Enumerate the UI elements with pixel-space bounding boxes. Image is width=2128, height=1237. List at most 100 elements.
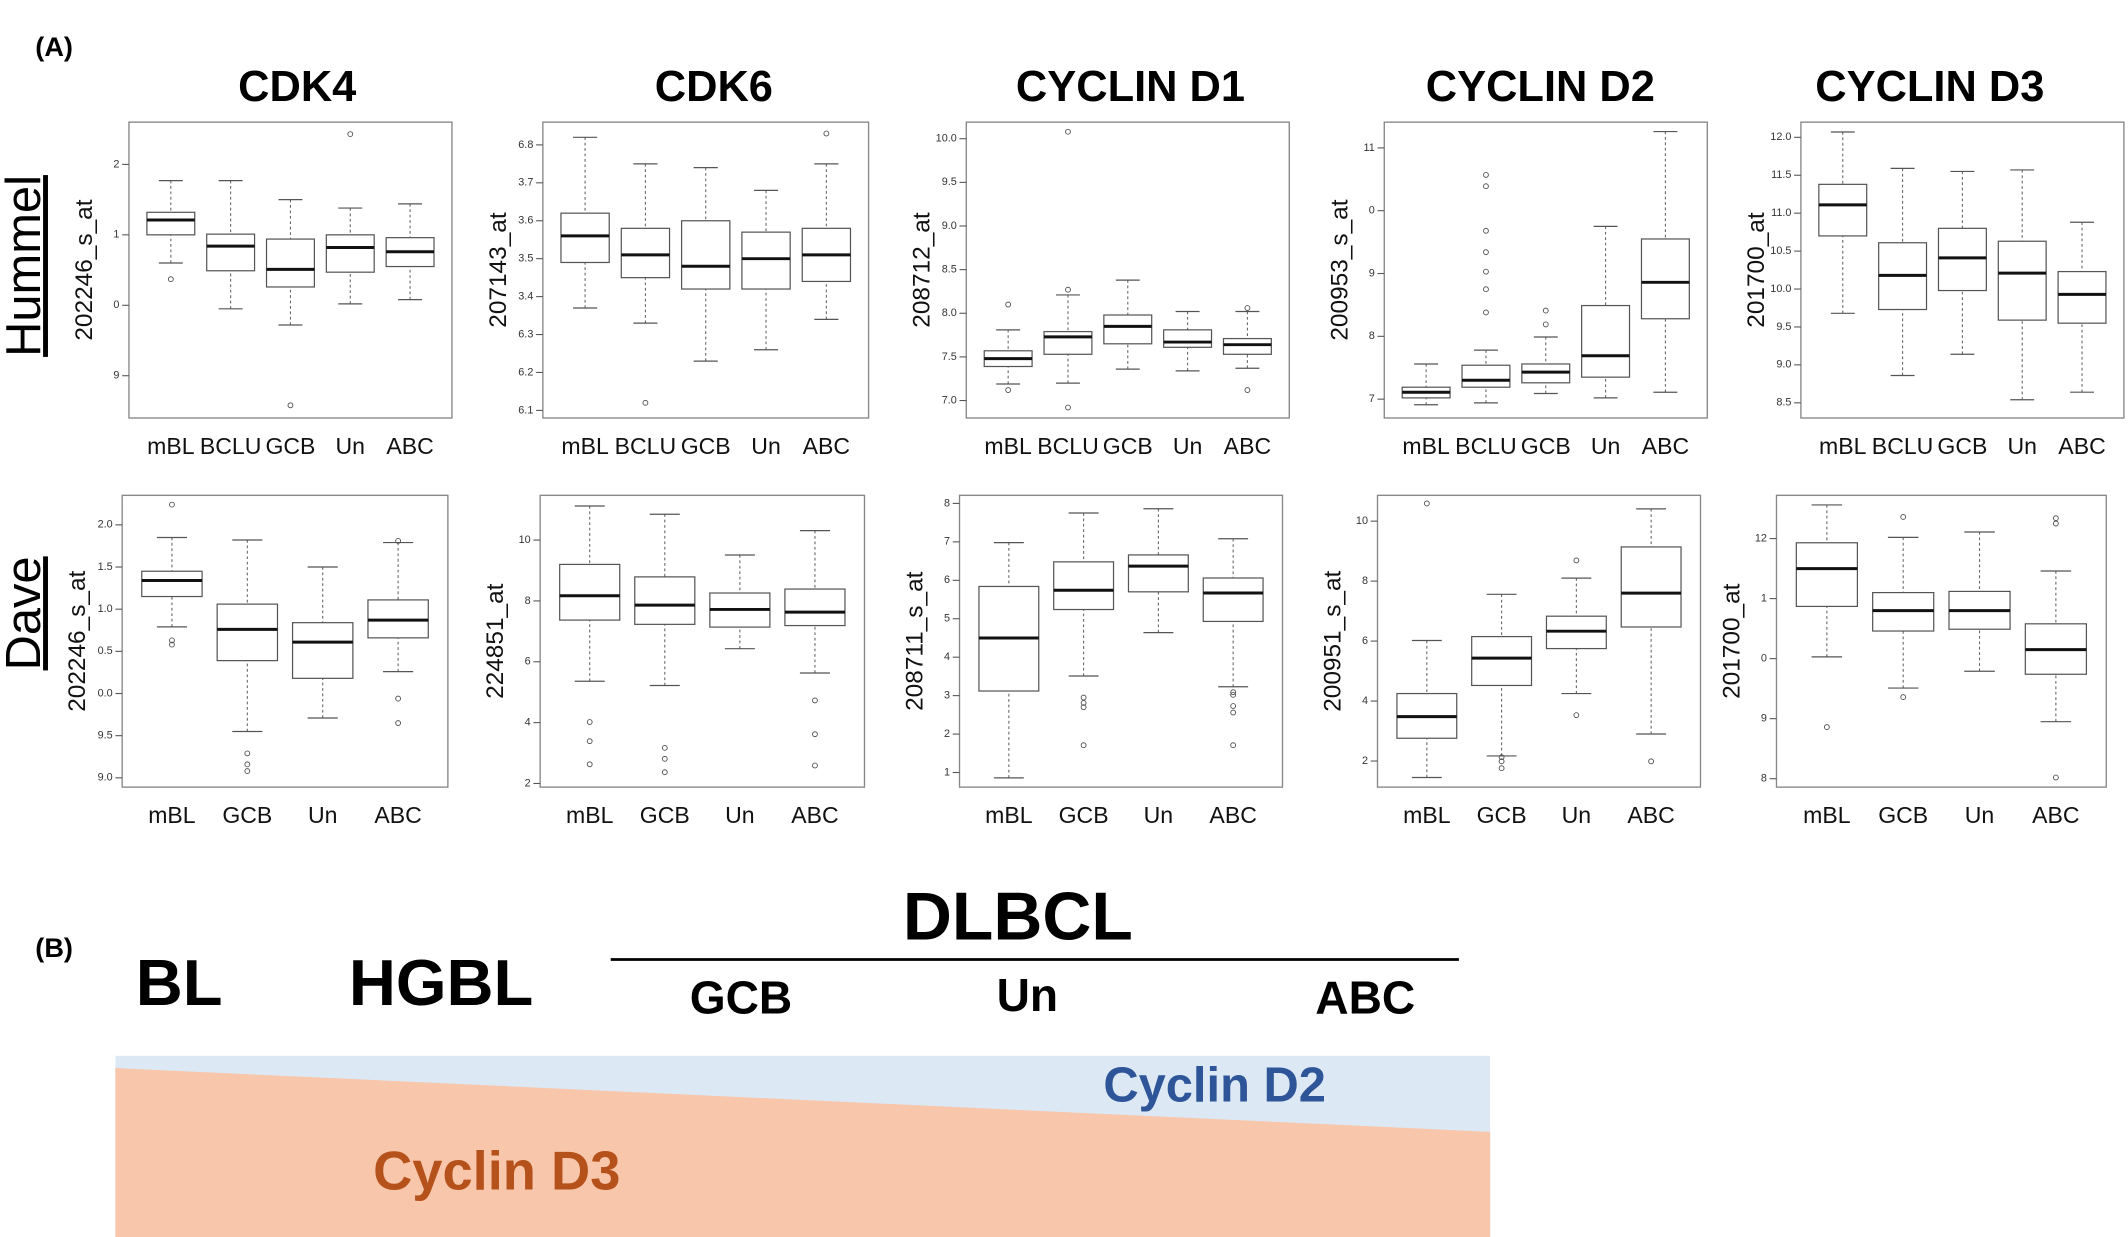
- y-tick-label: 9.0: [942, 220, 957, 232]
- x-tick-label: BCLU: [1037, 433, 1099, 459]
- gradient-label: Cyclin D2: [1103, 1058, 1326, 1112]
- x-tick-label: Un: [1965, 802, 1994, 828]
- x-tick-label: ABC: [2058, 433, 2105, 459]
- y-tick-label: 0: [1761, 653, 1767, 665]
- outlier: [1483, 249, 1489, 256]
- outlier: [823, 130, 830, 137]
- x-tick-label: mBL: [147, 433, 195, 459]
- x-tick-label: GCB: [222, 802, 272, 828]
- outlier: [1244, 387, 1251, 393]
- y-tick-label: 9.5: [98, 730, 113, 742]
- column-title: CYCLIN D2: [1426, 63, 1655, 111]
- x-tick-label: Un: [1173, 433, 1202, 459]
- y-axis-label: 224851_at: [482, 583, 509, 699]
- outlier: [2052, 520, 2059, 527]
- y-tick-label: 10.0: [936, 133, 957, 145]
- outlier: [1483, 183, 1489, 190]
- y-tick-label: 7: [1369, 393, 1375, 405]
- y-tick-label: 1: [1761, 592, 1767, 604]
- column-title: CYCLIN D1: [1016, 63, 1245, 111]
- outlier: [395, 695, 402, 702]
- outlier: [586, 761, 593, 768]
- outlier: [1005, 301, 1012, 308]
- y-tick-label: 12: [1755, 532, 1767, 544]
- group-label: HGBL: [349, 946, 534, 1019]
- y-axis-label: 208712_at: [908, 212, 935, 328]
- outlier: [1005, 387, 1012, 393]
- outlier: [1900, 694, 1907, 700]
- box: [1103, 314, 1153, 345]
- outlier: [1230, 742, 1237, 749]
- box: [620, 227, 671, 279]
- x-tick-label: ABC: [374, 802, 421, 828]
- panel-label: (B): [35, 932, 73, 963]
- y-axis-label: 200953_s_at: [1326, 199, 1353, 340]
- y-tick-label: 4: [1362, 695, 1368, 707]
- y-tick-label: 9.5: [1776, 321, 1791, 333]
- x-tick-label: GCB: [1878, 802, 1928, 828]
- x-tick-label: ABC: [1642, 433, 1689, 459]
- column-title: CDK4: [238, 63, 356, 111]
- x-tick-label: mBL: [566, 802, 614, 828]
- y-tick-label: 11.0: [1771, 207, 1791, 219]
- outlier: [1080, 742, 1087, 749]
- y-tick-label: 10.5: [1770, 245, 1791, 257]
- outlier: [812, 762, 818, 769]
- y-tick-label: 3: [944, 689, 950, 701]
- box: [141, 570, 203, 598]
- box: [325, 234, 375, 273]
- plot-frame: [121, 494, 449, 788]
- outlier: [2052, 515, 2059, 522]
- x-tick-label: ABC: [1627, 802, 1674, 828]
- y-tick-label: 1: [113, 229, 119, 241]
- box: [680, 220, 731, 290]
- gradient-label: Cyclin D3: [373, 1141, 620, 1202]
- outlier: [395, 537, 402, 544]
- x-tick-label: Un: [2007, 433, 2036, 459]
- plot-frame: [539, 494, 866, 788]
- y-tick-label: 6: [1362, 635, 1368, 647]
- x-tick-label: GCB: [1937, 433, 1987, 459]
- x-tick-label: GCB: [1103, 433, 1153, 459]
- y-tick-label: 2: [944, 728, 950, 740]
- plot-frame: [1383, 121, 1708, 419]
- outlier: [1542, 307, 1549, 314]
- box: [206, 233, 256, 272]
- box: [1163, 329, 1213, 348]
- box: [265, 238, 315, 288]
- outlier: [1900, 514, 1907, 520]
- y-tick-label: 1: [944, 766, 950, 778]
- x-tick-label: GCB: [1059, 802, 1109, 828]
- outlier: [586, 738, 593, 745]
- group-label: BL: [136, 946, 223, 1019]
- y-tick-label: 6.3: [518, 328, 533, 340]
- box: [1937, 227, 1987, 292]
- y-tick-label: 6.1: [518, 404, 533, 416]
- outlier: [244, 750, 251, 757]
- y-tick-label: 11.5: [1771, 169, 1791, 181]
- x-tick-label: BCLU: [615, 433, 677, 459]
- x-tick-label: GCB: [1521, 433, 1571, 459]
- y-tick-label: 12.0: [1770, 131, 1791, 143]
- outlier: [1080, 694, 1087, 701]
- column-title: CDK6: [655, 63, 773, 111]
- outlier: [1483, 171, 1489, 178]
- outlier: [244, 768, 251, 775]
- x-tick-label: ABC: [803, 433, 850, 459]
- y-tick-label: 8: [1362, 575, 1368, 587]
- outlier: [1065, 128, 1071, 135]
- outlier: [812, 731, 818, 738]
- outlier: [812, 697, 818, 704]
- y-tick-label: 3.6: [518, 215, 533, 227]
- y-tick-label: 3.4: [518, 290, 533, 302]
- row-label: Hummel: [0, 175, 51, 357]
- y-tick-label: 1.5: [98, 561, 113, 573]
- x-tick-label: mBL: [985, 802, 1033, 828]
- y-axis-label: 201700_at: [1743, 212, 1770, 328]
- outlier: [1483, 227, 1489, 234]
- y-tick-label: 1.0: [98, 603, 113, 615]
- y-tick-label: 6: [525, 656, 531, 668]
- box: [1795, 542, 1859, 608]
